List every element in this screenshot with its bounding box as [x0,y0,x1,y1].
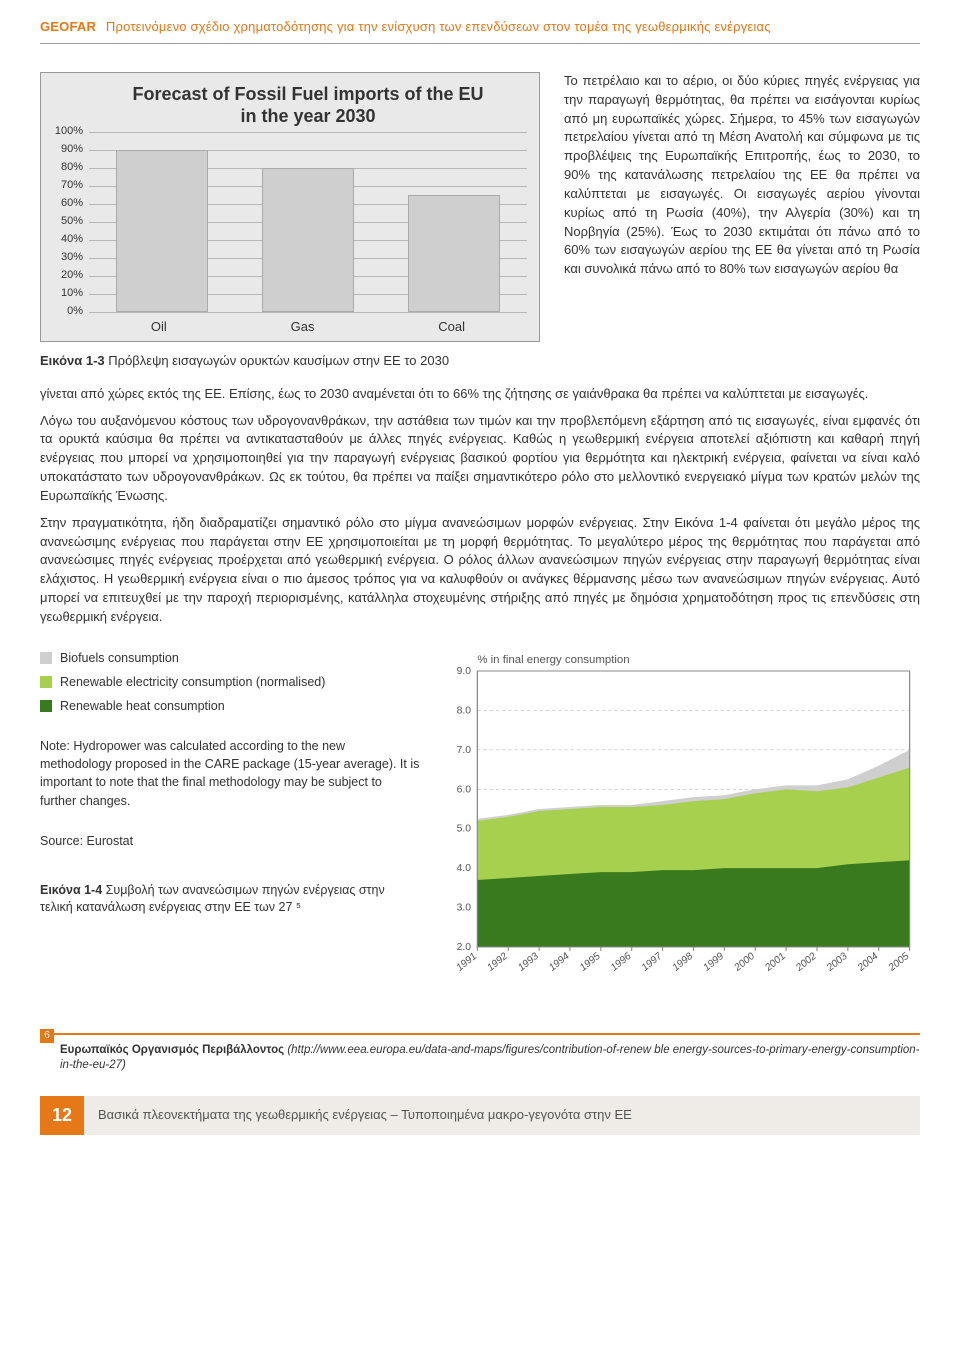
area-y-tick-label: 2.0 [457,942,472,953]
figure-1-3-number: Εικόνα 1-3 [40,353,105,368]
y-tick-label: 70% [43,178,83,194]
x-tick-label: Gas [291,318,315,337]
area-x-tick-label: 2000 [732,951,758,974]
area-x-tick-label: 1993 [516,951,541,974]
area-chart-title: % in final energy consumption [477,654,629,666]
bar-chart-title: Forecast of Fossil Fuel imports of the E… [89,83,527,128]
area-x-tick-label: 1994 [547,951,572,974]
legend-swatch [40,700,52,712]
body-paragraph: Λόγω του αυξανόμενου κόστους των υδρογον… [40,412,920,506]
y-tick-label: 30% [43,250,83,266]
y-tick-label: 20% [43,268,83,284]
x-tick-label: Oil [151,318,167,337]
y-tick-label: 40% [43,232,83,248]
area-y-tick-label: 3.0 [457,903,472,914]
legend-label: Renewable electricity consumption (norma… [60,673,325,691]
bar-chart-plot: 0%10%20%30%40%50%60%70%80%90%100% [89,132,527,312]
footnote: 6 Ευρωπαϊκός Οργανισμός Περιβάλλοντος (h… [40,1033,920,1074]
bar-oil [116,150,208,312]
area-x-tick-label: 1996 [609,951,634,974]
footnote-bold: Ευρωπαϊκός Οργανισμός Περιβάλλοντος [60,1044,287,1056]
y-tick-label: 0% [43,304,83,320]
y-tick-label: 60% [43,196,83,212]
figure-1-3-text: Πρόβλεψη εισαγωγών ορυκτών καυσίμων στην… [105,353,449,368]
area-x-tick-label: 2003 [824,951,850,974]
area-x-tick-label: 1991 [454,951,479,974]
area-x-tick-label: 1997 [640,951,665,974]
area-x-tick-label: 1999 [701,951,726,974]
footnote-number: 6 [40,1029,54,1043]
bar-chart-title-line2: in the year 2030 [89,105,527,128]
area-x-tick-label: 2002 [793,951,819,974]
area-y-tick-label: 9.0 [457,666,472,677]
area-x-tick-label: 2001 [762,951,788,974]
bar-chart: Forecast of Fossil Fuel imports of the E… [40,72,540,342]
page-footer: 12 Βασικά πλεονεκτήματα της γεωθερμικής … [40,1096,920,1135]
area-chart: % in final energy consumption 2.0 3.0 4.0 5.… [442,649,920,989]
bar-gas [262,168,354,312]
header-subtitle: Προτεινόμενο σχέδιο χρηματοδότησης για τ… [106,19,771,34]
legend-swatch [40,676,52,688]
area-y-tick-label: 7.0 [457,745,472,756]
legend-item: Renewable electricity consumption (norma… [40,673,420,691]
legend-item: Renewable heat consumption [40,697,420,715]
bar-coal [408,195,500,312]
area-y-tick-label: 4.0 [457,863,472,874]
area-x-tick-label: 2004 [855,951,881,974]
figure-1-3-caption: Εικόνα 1-3 Πρόβλεψη εισαγωγών ορυκτών κα… [40,352,540,371]
area-y-tick-label: 8.0 [457,705,472,716]
document-header: GEOFAR Προτεινόμενο σχέδιο χρηματοδότηση… [40,18,920,44]
side-paragraph: Το πετρέλαιο και το αέριο, οι δύο κύριες… [564,72,920,371]
area-x-tick-label: 1995 [578,951,603,974]
legend-column: Biofuels consumption Renewable electricit… [40,649,420,989]
legend-label: Renewable heat consumption [60,697,225,715]
area-x-tick-label: 1992 [485,951,510,974]
y-tick-label: 100% [43,124,83,140]
body-text: γίνεται από χώρες εκτός της ΕΕ. Επίσης, … [40,385,920,627]
legend-label: Biofuels consumption [60,649,179,667]
figure-1-4-number: Εικόνα 1-4 [40,883,102,897]
area-y-tick-label: 5.0 [457,824,472,835]
area-y-tick-label: 6.0 [457,784,472,795]
bar-chart-xlabels: Oil Gas Coal [89,312,527,337]
area-x-tick-label: 1998 [671,951,696,974]
legend-item: Biofuels consumption [40,649,420,667]
y-tick-label: 50% [43,214,83,230]
area-x-tick-label: 2005 [886,951,912,974]
footnote-text: Ευρωπαϊκός Οργανισμός Περιβάλλοντος (htt… [60,1043,920,1074]
y-tick-label: 90% [43,142,83,158]
brand: GEOFAR [40,19,96,34]
legend-source: Source: Eurostat [40,832,420,850]
wrap-line: γίνεται από χώρες εκτός της ΕΕ. Επίσης, … [40,385,920,404]
page-number: 12 [40,1096,84,1135]
y-tick-label: 10% [43,286,83,302]
grid-line [89,312,527,313]
legend-note: Note: Hydropower was calculated accordin… [40,737,420,810]
figure-1-4-caption: Εικόνα 1-4 Συμβολή των ανανεώσιμων πηγών… [40,882,420,917]
body-paragraph: Στην πραγματικότητα, ήδη διαδραματίζει σ… [40,514,920,627]
bar-chart-title-line1: Forecast of Fossil Fuel imports of the E… [89,83,527,106]
legend-swatch [40,652,52,664]
footer-title: Βασικά πλεονεκτήματα της γεωθερμικής ενέ… [84,1096,920,1135]
y-tick-label: 80% [43,160,83,176]
x-tick-label: Coal [438,318,465,337]
